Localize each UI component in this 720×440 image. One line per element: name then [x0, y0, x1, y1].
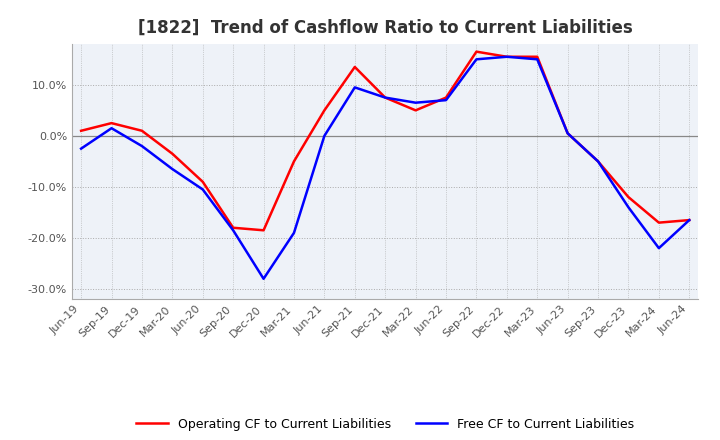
Free CF to Current Liabilities	[351, 85, 359, 90]
Operating CF to Current Liabilities	[654, 220, 663, 225]
Operating CF to Current Liabilities	[351, 64, 359, 70]
Legend: Operating CF to Current Liabilities, Free CF to Current Liabilities: Operating CF to Current Liabilities, Fre…	[131, 413, 639, 436]
Free CF to Current Liabilities	[563, 131, 572, 136]
Free CF to Current Liabilities	[624, 205, 633, 210]
Free CF to Current Liabilities	[685, 217, 693, 223]
Operating CF to Current Liabilities	[77, 128, 86, 133]
Operating CF to Current Liabilities	[168, 151, 176, 156]
Free CF to Current Liabilities	[503, 54, 511, 59]
Operating CF to Current Liabilities	[107, 121, 116, 126]
Operating CF to Current Liabilities	[441, 95, 450, 100]
Operating CF to Current Liabilities	[685, 217, 693, 223]
Free CF to Current Liabilities	[533, 57, 541, 62]
Free CF to Current Liabilities	[168, 166, 176, 172]
Operating CF to Current Liabilities	[199, 179, 207, 184]
Free CF to Current Liabilities	[77, 146, 86, 151]
Title: [1822]  Trend of Cashflow Ratio to Current Liabilities: [1822] Trend of Cashflow Ratio to Curren…	[138, 19, 633, 37]
Operating CF to Current Liabilities	[563, 131, 572, 136]
Operating CF to Current Liabilities	[138, 128, 146, 133]
Free CF to Current Liabilities	[229, 227, 238, 233]
Free CF to Current Liabilities	[594, 159, 603, 164]
Free CF to Current Liabilities	[199, 187, 207, 192]
Free CF to Current Liabilities	[411, 100, 420, 105]
Operating CF to Current Liabilities	[259, 227, 268, 233]
Operating CF to Current Liabilities	[503, 54, 511, 59]
Operating CF to Current Liabilities	[229, 225, 238, 231]
Free CF to Current Liabilities	[138, 143, 146, 149]
Operating CF to Current Liabilities	[472, 49, 481, 54]
Operating CF to Current Liabilities	[411, 108, 420, 113]
Line: Free CF to Current Liabilities: Free CF to Current Liabilities	[81, 57, 689, 279]
Free CF to Current Liabilities	[472, 57, 481, 62]
Operating CF to Current Liabilities	[624, 194, 633, 200]
Operating CF to Current Liabilities	[289, 159, 298, 164]
Operating CF to Current Liabilities	[320, 108, 329, 113]
Free CF to Current Liabilities	[107, 125, 116, 131]
Operating CF to Current Liabilities	[594, 159, 603, 164]
Operating CF to Current Liabilities	[533, 54, 541, 59]
Free CF to Current Liabilities	[320, 133, 329, 139]
Free CF to Current Liabilities	[381, 95, 390, 100]
Free CF to Current Liabilities	[259, 276, 268, 282]
Free CF to Current Liabilities	[289, 230, 298, 235]
Operating CF to Current Liabilities	[381, 95, 390, 100]
Free CF to Current Liabilities	[441, 98, 450, 103]
Free CF to Current Liabilities	[654, 246, 663, 251]
Line: Operating CF to Current Liabilities: Operating CF to Current Liabilities	[81, 51, 689, 230]
